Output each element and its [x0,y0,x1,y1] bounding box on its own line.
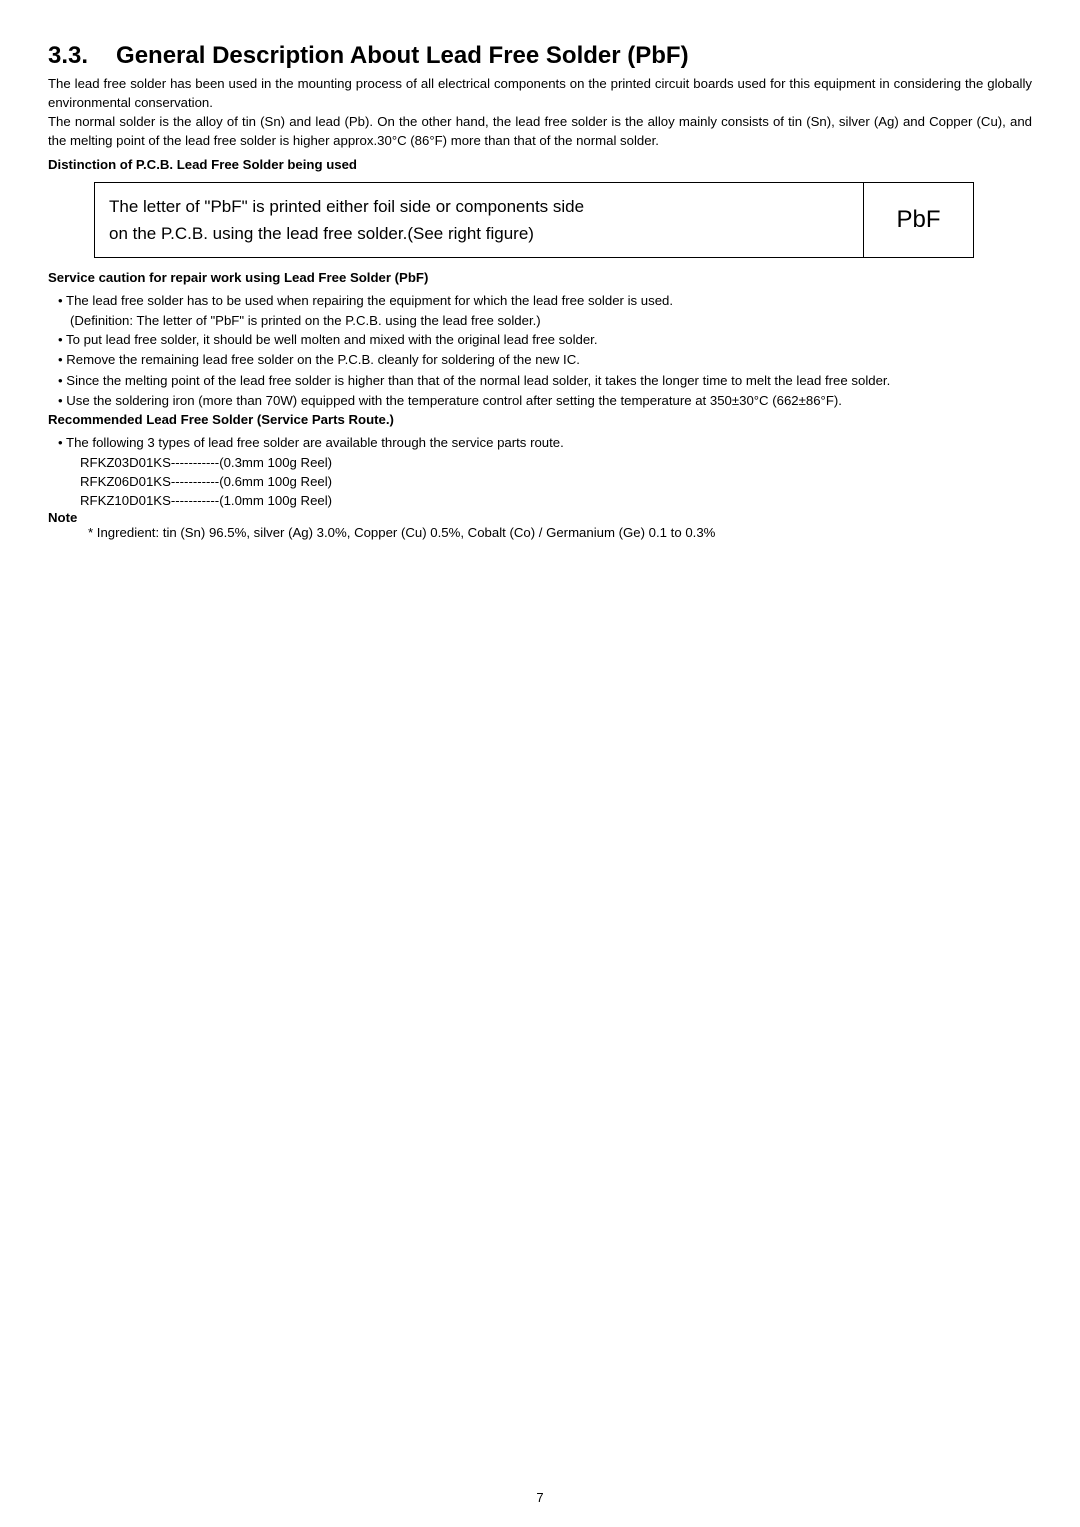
service-caution-heading: Service caution for repair work using Le… [48,270,1032,285]
section-number: 3.3. [48,42,88,70]
page-number: 7 [0,1490,1080,1505]
pbf-label: PbF [863,183,973,257]
section-heading: 3.3. General Description About Lead Free … [48,42,1032,70]
pbf-line-1: The letter of "PbF" is printed either fo… [109,193,849,220]
note-body: * Ingredient: tin (Sn) 96.5%, silver (Ag… [48,525,1032,540]
reel-1: RFKZ03D01KS-----------(0.3mm 100g Reel) [58,453,1032,472]
section-title-text: General Description About Lead Free Sold… [116,42,689,69]
recommended-bullet-1: • The following 3 types of lead free sol… [58,433,1032,452]
service-bullet-2: • To put lead free solder, it should be … [58,330,1032,349]
pbf-callout-box: The letter of "PbF" is printed either fo… [94,182,974,258]
intro-paragraph-1: The lead free solder has been used in th… [48,74,1032,112]
reel-3: RFKZ10D01KS-----------(1.0mm 100g Reel) [58,491,1032,510]
distinction-heading: Distinction of P.C.B. Lead Free Solder b… [48,157,1032,172]
service-bullet-list: • The lead free solder has to be used wh… [58,291,1032,410]
note-heading: Note [48,510,1032,525]
service-bullet-1-sub: (Definition: The letter of "PbF" is prin… [58,311,1032,330]
pbf-description: The letter of "PbF" is printed either fo… [95,183,863,257]
intro-paragraph-2: The normal solder is the alloy of tin (S… [48,112,1032,150]
pbf-line-2: on the P.C.B. using the lead free solder… [109,220,849,247]
service-bullet-1: • The lead free solder has to be used wh… [58,291,1032,310]
service-bullet-5: • Use the soldering iron (more than 70W)… [58,391,1032,410]
recommended-bullet-list: • The following 3 types of lead free sol… [58,433,1032,511]
service-bullet-4: • Since the melting point of the lead fr… [58,371,1032,390]
reel-2: RFKZ06D01KS-----------(0.6mm 100g Reel) [58,472,1032,491]
service-bullet-3: • Remove the remaining lead free solder … [58,350,1032,369]
recommended-heading: Recommended Lead Free Solder (Service Pa… [48,412,1032,427]
